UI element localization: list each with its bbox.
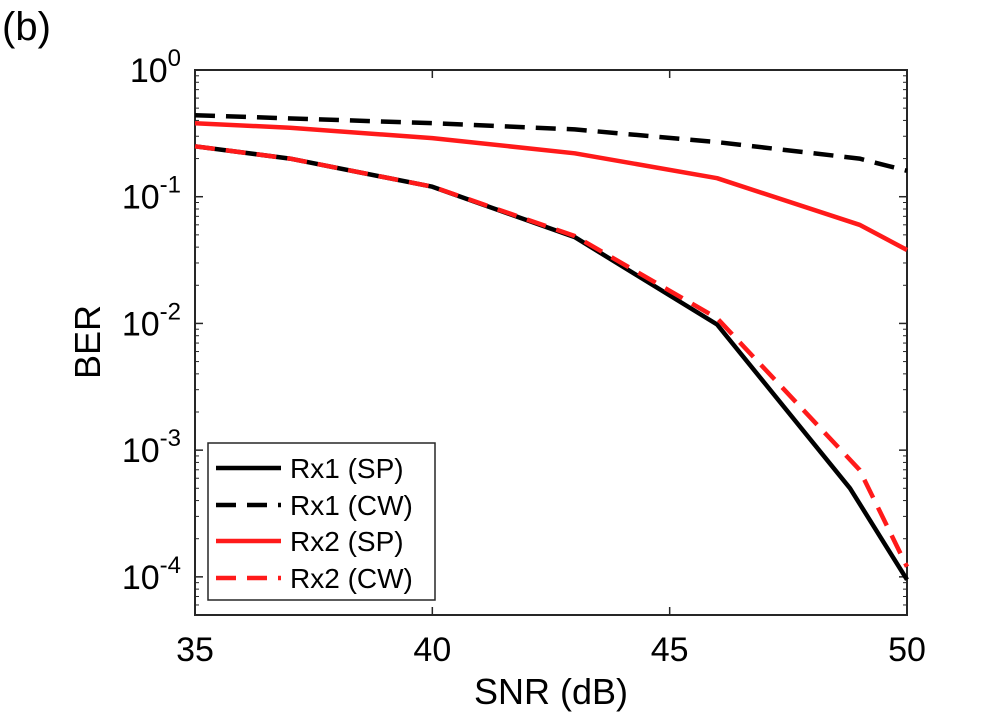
series-line-3 [194, 120, 909, 252]
y-axis-label: BER [67, 305, 108, 379]
plot-area [194, 69, 908, 616]
x-tick-label: 45 [651, 631, 689, 669]
x-axis-label: SNR (dB) [474, 671, 628, 712]
y-tick-label: 10-1 [122, 172, 181, 217]
y-tick-label: 10-4 [122, 552, 181, 597]
x-tick-label: 40 [413, 631, 451, 669]
y-tick-label: 100 [130, 45, 181, 90]
x-axis: 35 40 45 50 [176, 70, 926, 669]
series-line-2 [194, 112, 908, 173]
y-axis: 100 10-1 10-2 10-3 10-4 [122, 45, 907, 616]
series-group [194, 112, 910, 581]
series-line-4 [194, 144, 910, 568]
legend-label-1: Rx1 (SP) [290, 453, 404, 484]
legend: Rx1 (SP) Rx1 (CW) Rx2 (SP) Rx2 (CW) [207, 442, 436, 601]
y-tick-label: 10-2 [122, 298, 181, 343]
axes-frame [194, 69, 908, 616]
legend-label-2: Rx1 (CW) [290, 490, 413, 521]
panel-label: (b) [2, 5, 51, 49]
legend-label-3: Rx2 (SP) [290, 526, 404, 557]
y-tick-label: 10-3 [122, 425, 181, 470]
legend-label-4: Rx2 (CW) [290, 563, 413, 594]
x-tick-label: 35 [176, 631, 214, 669]
x-tick-label: 50 [888, 631, 926, 669]
